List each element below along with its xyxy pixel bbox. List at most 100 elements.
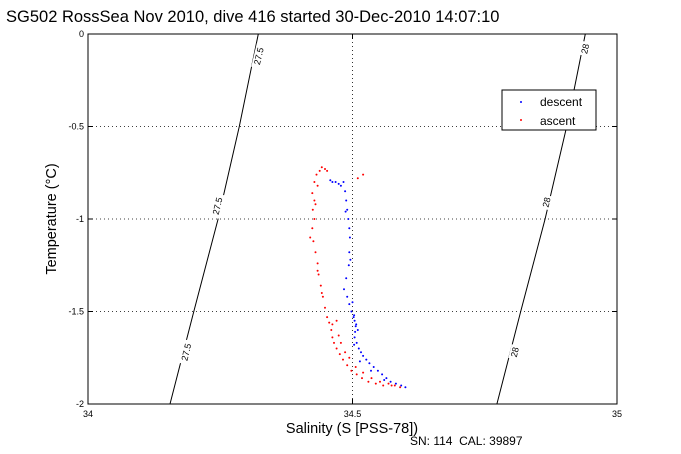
- data-point-descent: [331, 181, 334, 183]
- data-point-ascent: [314, 203, 317, 206]
- data-point-descent: [365, 358, 368, 361]
- legend: descent ascent: [501, 89, 597, 131]
- data-point-descent: [345, 199, 348, 202]
- isopycnal-label: 28: [541, 196, 553, 208]
- data-point-ascent: [313, 218, 316, 220]
- data-point-descent: [381, 373, 384, 376]
- data-point-descent: [360, 351, 362, 354]
- isopycnal-label: 27.5: [211, 196, 225, 215]
- data-point-ascent: [316, 184, 319, 187]
- x-axis-label: Salinity (S [PSS-78]): [286, 421, 418, 437]
- data-point-descent: [345, 277, 348, 280]
- data-point-ascent: [316, 262, 319, 265]
- data-point-ascent: [320, 166, 323, 169]
- data-point-descent: [357, 347, 360, 350]
- data-point-descent: [337, 182, 340, 185]
- legend-box: [501, 89, 597, 131]
- data-point-descent: [349, 258, 352, 261]
- data-point-ascent: [326, 316, 329, 319]
- data-point-ascent: [313, 181, 316, 183]
- chart-title: SG502 RossSea Nov 2010, dive 416 started…: [6, 8, 500, 26]
- data-point-ascent: [362, 173, 365, 176]
- data-point-descent: [347, 264, 350, 267]
- y-tick-label: -0.5: [68, 122, 84, 132]
- data-point-descent: [343, 288, 345, 291]
- legend-label-ascent: ascent: [540, 114, 576, 128]
- legend-marker-descent: [520, 101, 522, 103]
- data-point-descent: [348, 227, 351, 230]
- x-axis-ticks: 34 34.5 35: [83, 34, 622, 419]
- data-point-descent: [355, 323, 358, 326]
- data-point-ascent: [330, 329, 333, 331]
- data-point-ascent: [333, 341, 335, 344]
- data-point-ascent: [342, 358, 344, 361]
- data-point-descent: [342, 181, 345, 183]
- isopycnal-label-bg: [508, 344, 522, 361]
- x-tick-label: 34.5: [344, 409, 362, 419]
- data-point-ascent: [321, 295, 324, 298]
- data-point-descent: [353, 336, 356, 339]
- isopycnal-label: 28: [579, 43, 591, 55]
- data-point-descent: [404, 386, 407, 389]
- data-point-ascent: [319, 284, 322, 287]
- isopycnal-lines: 27.5 27.5 27.5 28 28 28: [169, 33, 592, 405]
- data-point-ascent: [350, 369, 353, 372]
- data-point-ascent: [361, 377, 363, 380]
- isopycnal-label-bg: [540, 194, 554, 211]
- isopycnal-label-bg: [251, 43, 267, 70]
- data-point-descent: [394, 382, 397, 385]
- legend-marker-ascent: [520, 119, 522, 121]
- y-axis-label: Temperature (°C): [44, 163, 60, 274]
- data-point-descent: [346, 295, 349, 298]
- y-tick-label: -1.5: [68, 307, 84, 317]
- data-point-ascent: [311, 208, 314, 211]
- data-point-descent: [358, 360, 361, 363]
- data-point-ascent: [393, 384, 396, 387]
- data-point-ascent: [328, 321, 331, 324]
- data-point-descent: [346, 208, 349, 211]
- data-point-descent: [370, 369, 372, 372]
- data-point-ascent: [314, 251, 317, 254]
- data-point-ascent: [370, 377, 373, 380]
- data-point-ascent: [320, 292, 323, 294]
- data-point-descent: [355, 341, 358, 344]
- y-tick-label: 0: [79, 29, 84, 39]
- data-point-ascent: [354, 366, 357, 368]
- data-point-ascent: [337, 334, 340, 337]
- data-point-descent: [351, 301, 354, 304]
- data-point-ascent: [315, 173, 318, 176]
- data-point-descent: [385, 377, 388, 380]
- data-point-descent: [376, 369, 379, 372]
- data-point-ascent: [344, 351, 347, 354]
- data-point-ascent: [316, 269, 319, 272]
- data-point-descent: [348, 236, 351, 239]
- data-point-descent: [372, 366, 375, 368]
- isopycnal-label: 27.5: [179, 343, 193, 362]
- data-point-ascent: [311, 227, 314, 230]
- data-point-ascent: [311, 192, 314, 195]
- y-tick-label: -2: [76, 399, 84, 409]
- data-point-ascent: [367, 380, 370, 383]
- data-point-ascent: [312, 240, 315, 243]
- data-point-descent: [329, 179, 332, 182]
- data-point-descent: [347, 218, 350, 220]
- data-point-descent: [344, 210, 347, 213]
- isopycnal-label-bg: [209, 193, 226, 219]
- data-point-descent: [354, 325, 357, 328]
- data-point-ascent: [339, 341, 342, 344]
- data-point-ascent: [335, 347, 338, 350]
- data-point-ascent: [399, 386, 402, 389]
- data-point-ascent: [355, 373, 358, 376]
- data-point-descent: [353, 314, 356, 317]
- data-point-descent: [356, 329, 359, 331]
- data-point-ascent: [348, 356, 351, 359]
- data-point-descent: [362, 354, 365, 357]
- data-point-ascent: [338, 353, 341, 356]
- y-axis-ticks: 0 -0.5 -1 -1.5 -2: [68, 29, 617, 409]
- calibration-footer: SN: 114 CAL: 39897: [410, 434, 523, 448]
- data-point-descent: [344, 190, 347, 193]
- data-point-ascent: [379, 380, 381, 383]
- y-tick-label: -1: [76, 214, 84, 224]
- data-point-descent: [353, 319, 356, 322]
- data-point-ascent: [374, 382, 377, 385]
